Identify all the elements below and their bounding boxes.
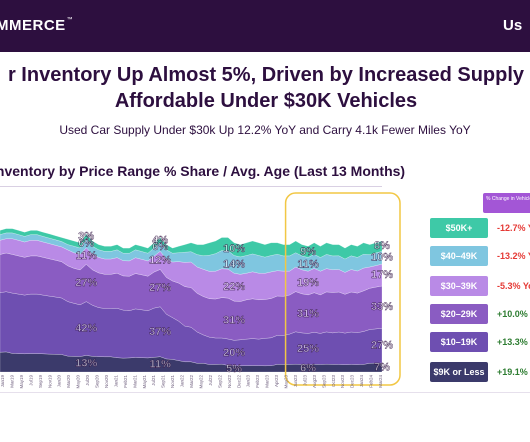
x-tick-label: Oct23 bbox=[331, 375, 336, 388]
bottom-divider bbox=[0, 392, 530, 393]
x-tick-label: Jan19 bbox=[0, 375, 5, 388]
x-tick-label: Jul22 bbox=[208, 375, 213, 386]
headline-line-2: Affordable Under $30K Vehicles bbox=[114, 90, 418, 112]
x-tick-label: Mar24 bbox=[378, 375, 383, 388]
data-label: 6% bbox=[152, 241, 168, 253]
data-label: 10% bbox=[223, 243, 245, 255]
data-label: 31% bbox=[223, 315, 245, 327]
x-tick-label: Jul19 bbox=[28, 375, 33, 386]
x-tick-label: Mar21 bbox=[132, 375, 137, 388]
title-divider bbox=[0, 186, 382, 187]
data-label: 22% bbox=[223, 281, 245, 293]
data-label: 27% bbox=[149, 282, 171, 294]
x-tick-label: Sep21 bbox=[161, 375, 166, 389]
x-tick-label: Feb23 bbox=[255, 375, 260, 388]
legend-item: $20–29K bbox=[430, 304, 488, 324]
data-label: 11% bbox=[76, 250, 98, 262]
data-label: 42% bbox=[75, 323, 97, 335]
x-tick-label: Jul21 bbox=[151, 375, 156, 386]
nav-link[interactable]: Us bbox=[503, 17, 523, 34]
legend-change-value: -13.2% Y bbox=[497, 251, 530, 261]
x-tick-label: Nov22 bbox=[227, 375, 232, 389]
legend-item: $10–19K bbox=[430, 332, 488, 352]
page-subheadline: Used Car Supply Under $30k Up 12.2% YoY … bbox=[59, 123, 471, 137]
page-headline: r Inventory Up Almost 5%, Driven by Incr… bbox=[0, 62, 530, 114]
legend-change-value: +10.0% Y bbox=[497, 309, 530, 319]
x-tick-label: May20 bbox=[76, 375, 81, 389]
data-label: 25% bbox=[297, 343, 319, 355]
legend-item: $9K or Less bbox=[430, 362, 488, 382]
data-label: 9% bbox=[300, 246, 316, 258]
legend-change-value: -12.7% Y bbox=[497, 223, 530, 233]
data-label: 3% bbox=[78, 231, 94, 243]
x-tick-label: Feb24 bbox=[369, 375, 374, 388]
x-tick-label: Jun23 bbox=[293, 375, 298, 388]
data-label: 6% bbox=[300, 362, 316, 374]
legend-change-value: +13.3% Y bbox=[497, 337, 530, 347]
x-tick-label: Sep20 bbox=[95, 375, 100, 389]
x-tick-label: Sep19 bbox=[38, 375, 43, 389]
top-bar: MMERCE™ Us bbox=[0, 0, 530, 52]
data-label: 17% bbox=[371, 269, 393, 281]
data-label: 11% bbox=[297, 258, 319, 270]
legend-change-value: +19.1% Yo bbox=[497, 367, 530, 377]
x-tick-label: May21 bbox=[142, 375, 147, 389]
x-tick-label: Nov19 bbox=[47, 375, 52, 389]
legend-header: % Change in Vehicle Un bbox=[483, 193, 530, 213]
legend-item: $40–49K bbox=[430, 246, 488, 266]
data-label: 6% bbox=[78, 238, 94, 250]
x-tick-label: Mar19 bbox=[9, 375, 14, 388]
x-tick-label: Dec22 bbox=[236, 375, 241, 389]
data-label: 20% bbox=[223, 347, 245, 359]
data-label: 27% bbox=[75, 277, 97, 289]
data-label: 37% bbox=[149, 326, 171, 338]
data-label: 10% bbox=[371, 252, 393, 264]
x-tick-label: Jul23 bbox=[302, 375, 307, 386]
trademark-mark: ™ bbox=[66, 17, 74, 23]
data-label: 8% bbox=[374, 240, 390, 252]
x-tick-label: Jan22 bbox=[180, 375, 185, 388]
data-label: 5% bbox=[226, 363, 242, 375]
legend-change-value: -5.3% Yo bbox=[497, 281, 530, 291]
data-label: 19% bbox=[297, 277, 319, 289]
x-tick-label: Jan20 bbox=[57, 375, 62, 388]
x-tick-label: May19 bbox=[19, 375, 24, 389]
brand-logo[interactable]: MMERCE™ bbox=[0, 17, 73, 34]
x-tick-label: Nov20 bbox=[104, 375, 109, 389]
x-tick-label: Sep22 bbox=[217, 375, 222, 389]
x-tick-label: Jan24 bbox=[359, 375, 364, 388]
highlight-box bbox=[284, 192, 401, 386]
data-label: 31% bbox=[297, 308, 319, 320]
x-tick-label: Mar23 bbox=[265, 375, 270, 388]
area--50k- bbox=[0, 228, 383, 260]
x-tick-label: Dec23 bbox=[350, 375, 355, 389]
x-tick-label: Aug23 bbox=[312, 375, 317, 389]
x-tick-label: Mar20 bbox=[66, 375, 71, 388]
data-label: 12% bbox=[149, 254, 171, 266]
x-tick-label: Jul20 bbox=[85, 375, 90, 386]
x-tick-label: Feb21 bbox=[123, 375, 128, 388]
x-tick-label: May22 bbox=[198, 375, 203, 389]
data-label: 33% bbox=[371, 301, 393, 313]
data-label: 27% bbox=[371, 340, 393, 352]
brand-name: MMERCE bbox=[0, 17, 66, 34]
legend-item: $30–39K bbox=[430, 276, 488, 296]
chart-title: Inventory by Price Range % Share / Avg. … bbox=[0, 163, 406, 179]
x-tick-label: Nov21 bbox=[170, 375, 175, 389]
data-label: 13% bbox=[75, 358, 97, 370]
data-label: 7% bbox=[374, 362, 390, 374]
data-label: 14% bbox=[223, 258, 245, 270]
data-label: 11% bbox=[149, 358, 171, 370]
x-tick-label: Sep23 bbox=[321, 375, 326, 389]
x-tick-label: Mar22 bbox=[189, 375, 194, 388]
x-tick-label: Jan23 bbox=[246, 375, 251, 388]
x-tick-label: Jan21 bbox=[113, 375, 118, 388]
x-tick-label: Apr23 bbox=[274, 375, 279, 388]
x-tick-label: Nov23 bbox=[340, 375, 345, 389]
headline-line-1: r Inventory Up Almost 5%, Driven by Incr… bbox=[7, 64, 525, 86]
x-tick-label: May23 bbox=[284, 375, 289, 389]
legend-item: $50K+ bbox=[430, 218, 488, 238]
data-label: 4% bbox=[152, 234, 168, 246]
